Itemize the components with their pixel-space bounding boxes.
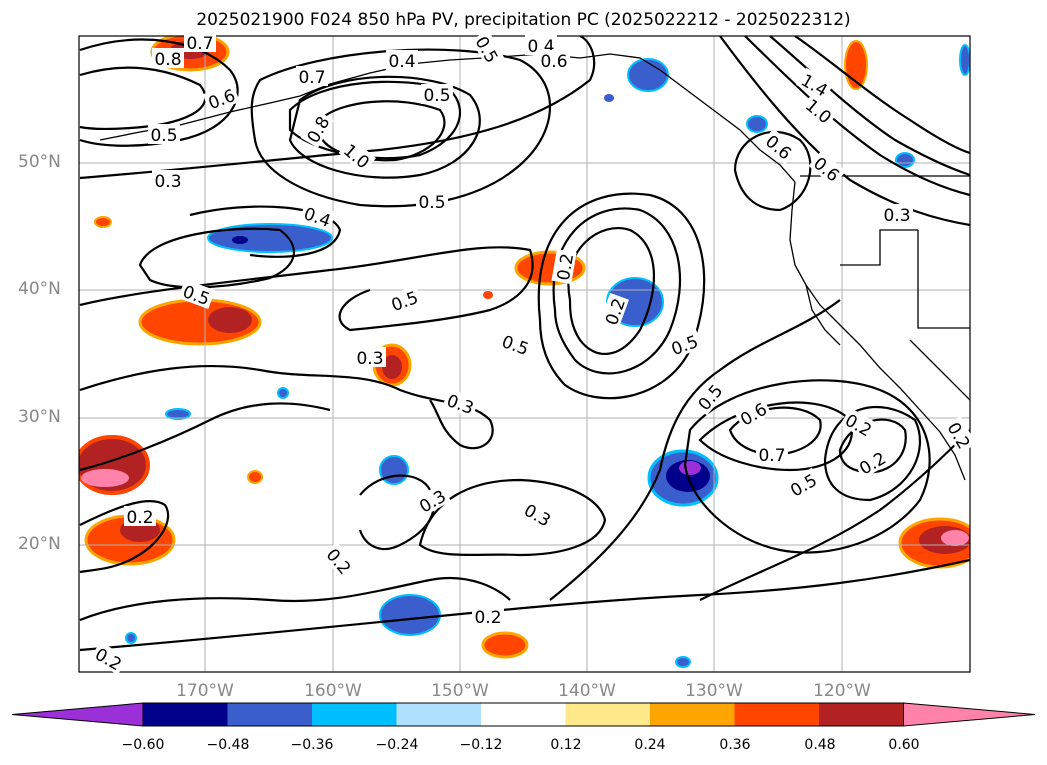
lat-label: 40°N <box>18 279 61 299</box>
contour-label-bg <box>497 329 535 359</box>
contour-label-bg <box>152 48 184 68</box>
contour-label: 0.8 <box>154 50 181 70</box>
contour-label-bg <box>519 497 557 531</box>
colorbar-tick-label: 0.12 <box>550 737 582 753</box>
contour-label-bg <box>202 83 240 113</box>
contour-label-bg <box>299 201 337 231</box>
colorbar-tick-label: 0.24 <box>634 737 666 753</box>
lon-label: 170°W <box>176 681 234 701</box>
contour-label-bg <box>416 191 448 211</box>
contour-label-bg <box>442 388 480 418</box>
contour-label-bg <box>734 396 772 430</box>
contour-label: 0.7 <box>758 446 785 466</box>
colorbar-cell <box>396 703 481 726</box>
lat-label: 50°N <box>18 152 61 172</box>
contour-label: 0.6 <box>809 154 843 187</box>
contour-label-bg <box>840 407 878 441</box>
contour-label-bg <box>808 150 846 187</box>
contour-label-bg <box>354 347 386 367</box>
contour-label-bg <box>152 170 184 190</box>
colorbar-cell <box>819 703 904 726</box>
contour-label: 0.6 <box>540 52 567 72</box>
colorbar-tick-label: −0.36 <box>290 737 334 753</box>
contour-label-bg <box>296 66 328 86</box>
contour-label-bg <box>538 50 570 70</box>
contour-label-bg <box>853 445 891 479</box>
lon-label: 140°W <box>558 681 616 701</box>
contour-label-bg <box>881 204 913 224</box>
contour-label: 0.3 <box>356 349 383 369</box>
colorbar-tick-label: 0.48 <box>804 737 836 753</box>
colorbar-cell <box>650 703 735 726</box>
contour-label: 0.4 <box>388 52 415 72</box>
contour-label-bg <box>943 416 977 454</box>
colorbar-tick-label: −0.48 <box>206 737 250 753</box>
contour-label: 0.5 <box>150 126 177 146</box>
lon-label: 120°W <box>813 681 871 701</box>
colorbar-cell <box>481 703 566 726</box>
colorbar-cell <box>312 703 397 726</box>
map-title: 2025021900 F024 850 hPa PV, precipitatio… <box>196 10 851 30</box>
contour-label-bg <box>413 483 451 517</box>
contour-label: 0.2 <box>126 508 153 528</box>
contour-label-bg <box>472 606 504 626</box>
contour-label: 0.5 <box>418 193 445 213</box>
contour-label: 0.7 <box>186 34 213 54</box>
contour-label: 0.6 <box>761 132 795 165</box>
contour-label-bg <box>90 641 128 675</box>
contour-label-bg <box>338 137 376 174</box>
contour-label-bg <box>421 84 453 104</box>
contour-label-bg <box>599 292 629 330</box>
contour-label: 0.3 <box>154 172 181 192</box>
contour-label-bg <box>760 128 798 165</box>
contour-label-bg <box>784 467 822 501</box>
contour-label: 0.2 <box>474 608 501 628</box>
lon-label: 160°W <box>304 681 362 701</box>
contour-label: 0.7 <box>298 68 325 88</box>
map-frame <box>78 35 971 673</box>
contour-label-bg <box>321 542 358 580</box>
contour-label-bg <box>385 285 423 315</box>
contour-label-bg <box>665 329 703 359</box>
colorbar-tick-label: −0.12 <box>459 737 503 753</box>
map-plot: 0.80.70.60.5 0.40.60.70.5 1.41.00.5 0.80.41… <box>78 30 977 676</box>
precip-shading <box>79 36 970 668</box>
contour-label-bg <box>300 110 334 148</box>
contour-label: 1.0 <box>339 141 373 174</box>
contour-label-bg <box>124 506 156 526</box>
colorbar-frame <box>142 702 904 727</box>
contour-label-bg <box>148 124 180 144</box>
contour-label-bg <box>691 378 728 416</box>
colorbar <box>11 702 1036 727</box>
lon-label: 130°W <box>685 681 743 701</box>
colorbar-extend-high <box>903 702 1036 727</box>
contour-label: 1.0 <box>801 96 835 129</box>
colorbar-cell <box>143 703 228 726</box>
colorbar-tick-label: 0.36 <box>719 737 751 753</box>
contour-label-bg <box>178 279 216 309</box>
colorbar-cell <box>565 703 650 726</box>
colorbar-tick-label: −0.60 <box>121 737 165 753</box>
contour-label: 0.2 <box>554 252 578 282</box>
colorbar-tick-label: 0.60 <box>888 737 920 753</box>
colorbar-extend-low <box>11 702 144 727</box>
lat-label: 20°N <box>18 534 61 554</box>
colorbar-cell <box>734 703 819 726</box>
contour-label-bg <box>756 444 788 464</box>
contour-label-bg <box>386 50 418 70</box>
contour-label-bg <box>184 32 216 52</box>
contour-label-bg <box>471 30 505 68</box>
contour-label: 0.2 <box>322 545 355 579</box>
contour-label-bg <box>551 249 577 285</box>
contour-label: 0.5 <box>423 86 450 106</box>
contour-label: 0.3 <box>883 206 910 226</box>
colorbar-tick-label: −0.24 <box>375 737 419 753</box>
lat-label: 30°N <box>18 407 61 427</box>
contour-label-bg <box>796 67 834 101</box>
contour-label-bg <box>800 92 838 129</box>
colorbar-cell <box>227 703 312 726</box>
lon-label: 150°W <box>431 681 489 701</box>
